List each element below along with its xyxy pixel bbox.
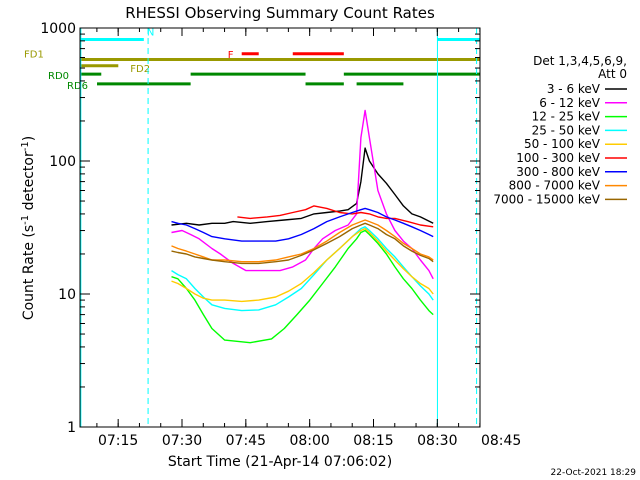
footer-date: 22-Oct-2021 18:29 bbox=[551, 468, 637, 478]
x-tick-label-3: 08:00 bbox=[289, 433, 329, 449]
y-axis-label-end: ) bbox=[21, 136, 37, 141]
y-axis-label-main: Count Rate (s bbox=[21, 225, 37, 320]
x-tick-label-5: 08:30 bbox=[417, 433, 457, 449]
x-tick-label-0: 07:15 bbox=[98, 433, 138, 449]
legend-label-7: 800 - 7000 keV bbox=[509, 179, 601, 193]
series-line-1 bbox=[171, 109, 434, 280]
legend-label-4: 50 - 100 keV bbox=[524, 137, 601, 151]
series-lines bbox=[171, 109, 434, 344]
x-tick-label-6: 08:45 bbox=[481, 433, 521, 449]
y-axis-label-sup2: -1 bbox=[20, 141, 31, 151]
y-axis-label-mid: detector bbox=[21, 151, 37, 215]
y-axis-ticks: 1 10 100 1000 bbox=[40, 21, 480, 436]
flag-label-fd2: FD2 bbox=[130, 64, 150, 75]
y-tick-label-2: 100 bbox=[49, 154, 76, 170]
y-tick-label-0: 1 bbox=[67, 420, 76, 436]
x-tick-label-1: 07:30 bbox=[162, 433, 202, 449]
x-tick-label-2: 07:45 bbox=[226, 433, 266, 449]
legend-label-2: 12 - 25 keV bbox=[532, 110, 601, 124]
legend-label-3: 25 - 50 keV bbox=[532, 123, 601, 137]
flag-label-rd0: RD0 bbox=[48, 71, 69, 82]
y-tick-label-3: 1000 bbox=[40, 21, 76, 37]
legend-header-line-2: Att 0 bbox=[598, 67, 627, 81]
x-axis-ticks: 07:15 07:30 07:45 08:00 08:15 08:30 08:45 bbox=[96, 28, 521, 449]
y-tick-label-1: 10 bbox=[58, 287, 76, 303]
legend-label-8: 7000 - 15000 keV bbox=[493, 192, 600, 206]
flag-label-f: F bbox=[228, 50, 234, 61]
x-tick-label-4: 08:15 bbox=[353, 433, 393, 449]
series-line-7 bbox=[171, 219, 434, 263]
y-axis-label-sup1: -1 bbox=[20, 215, 31, 225]
legend-label-5: 100 - 300 keV bbox=[516, 151, 600, 165]
flag-label-n: N bbox=[147, 27, 154, 38]
legend-label-0: 3 - 6 keV bbox=[547, 82, 601, 96]
vertical-markers bbox=[80, 28, 478, 427]
y-axis-label: Count Rate (s-1 detector-1) bbox=[20, 136, 37, 320]
legend-label-6: 300 - 800 keV bbox=[516, 165, 600, 179]
series-line-4 bbox=[171, 227, 434, 303]
legend-label-1: 6 - 12 keV bbox=[539, 96, 601, 110]
series-line-6 bbox=[171, 207, 434, 242]
plot-frame bbox=[79, 27, 481, 428]
series-line-0 bbox=[171, 147, 434, 226]
series-line-5 bbox=[237, 205, 434, 228]
flag-label-rd6: RD6 bbox=[67, 81, 88, 92]
series-line-2 bbox=[171, 229, 434, 344]
flag-label-fd1: FD1 bbox=[24, 49, 44, 60]
x-axis-label: Start Time (21-Apr-14 07:06:02) bbox=[168, 454, 392, 470]
series-line-8 bbox=[171, 222, 434, 265]
legend-header-line-1: Det 1,3,4,5,6,9, bbox=[533, 54, 627, 68]
chart-title: RHESSI Observing Summary Count Rates bbox=[125, 4, 435, 22]
